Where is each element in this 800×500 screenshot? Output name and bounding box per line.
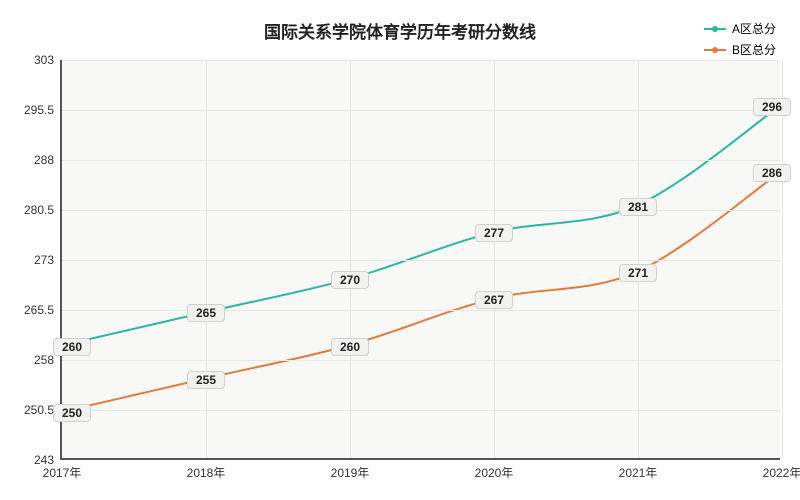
gridline-h [62, 160, 780, 161]
plot-area: 243250.5258265.5273280.5288295.53032017年… [60, 60, 780, 460]
x-axis-label: 2019年 [331, 458, 370, 481]
legend-swatch-b [704, 49, 726, 51]
data-label: 250 [53, 404, 91, 422]
gridline-h [62, 60, 780, 61]
x-axis-label: 2021年 [619, 458, 658, 481]
y-axis-label: 303 [34, 53, 62, 67]
gridline-v [206, 60, 207, 458]
x-axis-label: 2017年 [43, 458, 82, 481]
gridline-h [62, 410, 780, 411]
chart-lines [62, 60, 780, 458]
gridline-v [350, 60, 351, 458]
x-axis-label: 2020年 [475, 458, 514, 481]
chart-container: 国际关系学院体育学历年考研分数线 A区总分 B区总分 243250.525826… [0, 0, 800, 500]
gridline-v [494, 60, 495, 458]
legend-label-b: B区总分 [732, 41, 776, 58]
data-label: 267 [475, 291, 513, 309]
gridline-h [62, 360, 780, 361]
y-axis-label: 280.5 [24, 203, 62, 217]
data-label: 296 [753, 98, 791, 116]
data-label: 270 [331, 271, 369, 289]
data-label: 260 [331, 338, 369, 356]
gridline-h [62, 310, 780, 311]
data-label: 271 [619, 264, 657, 282]
data-label: 260 [53, 338, 91, 356]
gridline-v [782, 60, 783, 458]
x-axis-label: 2018年 [187, 458, 226, 481]
legend: A区总分 B区总分 [704, 20, 776, 62]
data-label: 265 [187, 304, 225, 322]
series-line [63, 173, 779, 412]
gridline-h [62, 110, 780, 111]
x-axis-label: 2022年 [763, 458, 800, 481]
y-axis-label: 265.5 [24, 303, 62, 317]
gridline-h [62, 260, 780, 261]
data-label: 286 [753, 164, 791, 182]
legend-swatch-a [704, 28, 726, 30]
data-label: 281 [619, 198, 657, 216]
legend-label-a: A区总分 [732, 20, 776, 37]
data-label: 255 [187, 371, 225, 389]
y-axis-label: 295.5 [24, 103, 62, 117]
gridline-h [62, 210, 780, 211]
legend-item-a: A区总分 [704, 20, 776, 37]
y-axis-label: 288 [34, 153, 62, 167]
gridline-v [638, 60, 639, 458]
chart-title: 国际关系学院体育学历年考研分数线 [0, 18, 800, 43]
y-axis-label: 273 [34, 253, 62, 267]
data-label: 277 [475, 224, 513, 242]
legend-item-b: B区总分 [704, 41, 776, 58]
